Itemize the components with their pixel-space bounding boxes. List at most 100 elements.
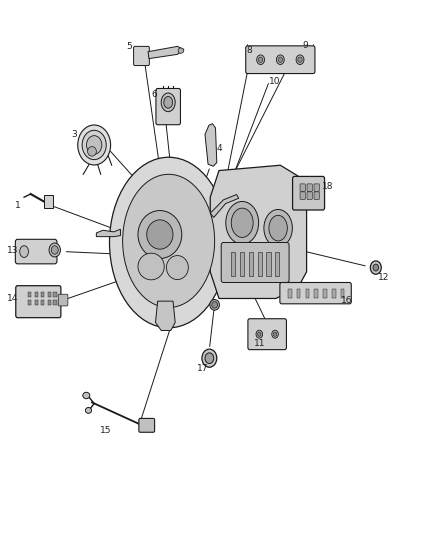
Polygon shape	[155, 301, 175, 330]
Text: 6: 6	[151, 91, 157, 99]
FancyBboxPatch shape	[16, 286, 61, 318]
Ellipse shape	[212, 302, 217, 308]
Bar	[341, 289, 344, 298]
Polygon shape	[44, 195, 53, 208]
Ellipse shape	[51, 246, 58, 254]
Ellipse shape	[86, 136, 102, 155]
Text: 18: 18	[322, 182, 333, 191]
Ellipse shape	[88, 147, 96, 156]
Ellipse shape	[210, 300, 219, 310]
Bar	[35, 292, 38, 297]
Bar	[48, 292, 51, 297]
Ellipse shape	[298, 57, 302, 62]
FancyBboxPatch shape	[134, 46, 149, 66]
Text: 1: 1	[14, 201, 21, 210]
Ellipse shape	[273, 332, 277, 336]
Ellipse shape	[296, 55, 304, 64]
Polygon shape	[96, 229, 120, 237]
Bar	[288, 289, 292, 298]
FancyBboxPatch shape	[307, 192, 312, 199]
Polygon shape	[205, 124, 217, 166]
Bar	[266, 252, 271, 276]
Ellipse shape	[138, 211, 182, 259]
Ellipse shape	[231, 208, 253, 238]
Ellipse shape	[276, 55, 284, 64]
Bar	[28, 300, 31, 305]
Ellipse shape	[202, 349, 217, 367]
Text: 14: 14	[7, 294, 19, 303]
Bar	[240, 252, 244, 276]
Ellipse shape	[85, 407, 92, 414]
Text: 17: 17	[197, 365, 208, 373]
FancyBboxPatch shape	[300, 192, 305, 199]
FancyBboxPatch shape	[300, 184, 305, 191]
Ellipse shape	[123, 174, 215, 308]
FancyBboxPatch shape	[280, 282, 351, 304]
Ellipse shape	[164, 96, 173, 108]
Bar	[258, 252, 262, 276]
Text: 9: 9	[303, 42, 309, 50]
Bar	[28, 292, 31, 297]
Bar	[231, 252, 235, 276]
Ellipse shape	[258, 332, 261, 336]
Bar	[323, 289, 327, 298]
Ellipse shape	[257, 55, 265, 64]
Ellipse shape	[278, 57, 283, 62]
Text: 4: 4	[216, 144, 222, 152]
Text: 12: 12	[378, 273, 390, 281]
Text: 15: 15	[100, 426, 112, 435]
Ellipse shape	[82, 130, 106, 160]
Bar	[275, 252, 279, 276]
FancyBboxPatch shape	[221, 243, 289, 282]
Text: 13: 13	[7, 246, 19, 255]
FancyBboxPatch shape	[139, 418, 155, 432]
Ellipse shape	[161, 93, 175, 111]
Text: 5: 5	[126, 42, 132, 51]
Bar	[249, 252, 253, 276]
FancyBboxPatch shape	[307, 184, 312, 191]
Bar	[53, 300, 57, 305]
FancyBboxPatch shape	[248, 319, 286, 350]
FancyBboxPatch shape	[246, 46, 315, 74]
Ellipse shape	[20, 246, 28, 257]
FancyBboxPatch shape	[314, 184, 319, 191]
Bar	[41, 292, 44, 297]
Ellipse shape	[272, 330, 279, 338]
Text: 3: 3	[71, 130, 78, 139]
Bar	[332, 289, 336, 298]
Polygon shape	[148, 46, 184, 59]
Bar	[48, 300, 51, 305]
Text: 16: 16	[341, 296, 353, 305]
Bar	[297, 289, 300, 298]
Ellipse shape	[138, 253, 164, 280]
Ellipse shape	[269, 215, 287, 241]
Ellipse shape	[226, 201, 258, 244]
Bar	[41, 300, 44, 305]
Ellipse shape	[147, 220, 173, 249]
Polygon shape	[210, 195, 239, 217]
Ellipse shape	[83, 392, 90, 399]
Text: 11: 11	[254, 340, 266, 348]
FancyBboxPatch shape	[293, 176, 325, 210]
Bar	[314, 289, 318, 298]
Ellipse shape	[178, 48, 184, 53]
Bar	[306, 289, 309, 298]
Ellipse shape	[205, 353, 214, 364]
Ellipse shape	[49, 243, 60, 257]
FancyBboxPatch shape	[15, 239, 57, 264]
FancyBboxPatch shape	[314, 192, 319, 199]
Ellipse shape	[370, 261, 381, 274]
Text: 10: 10	[269, 77, 281, 85]
Bar	[35, 300, 38, 305]
FancyBboxPatch shape	[156, 88, 180, 125]
Ellipse shape	[256, 330, 263, 338]
Ellipse shape	[373, 264, 378, 271]
Polygon shape	[210, 165, 307, 298]
FancyBboxPatch shape	[58, 294, 68, 306]
Bar	[53, 292, 57, 297]
Ellipse shape	[264, 209, 293, 247]
Text: 8: 8	[246, 46, 252, 54]
Ellipse shape	[110, 157, 228, 328]
Ellipse shape	[166, 255, 188, 279]
Ellipse shape	[78, 125, 110, 165]
